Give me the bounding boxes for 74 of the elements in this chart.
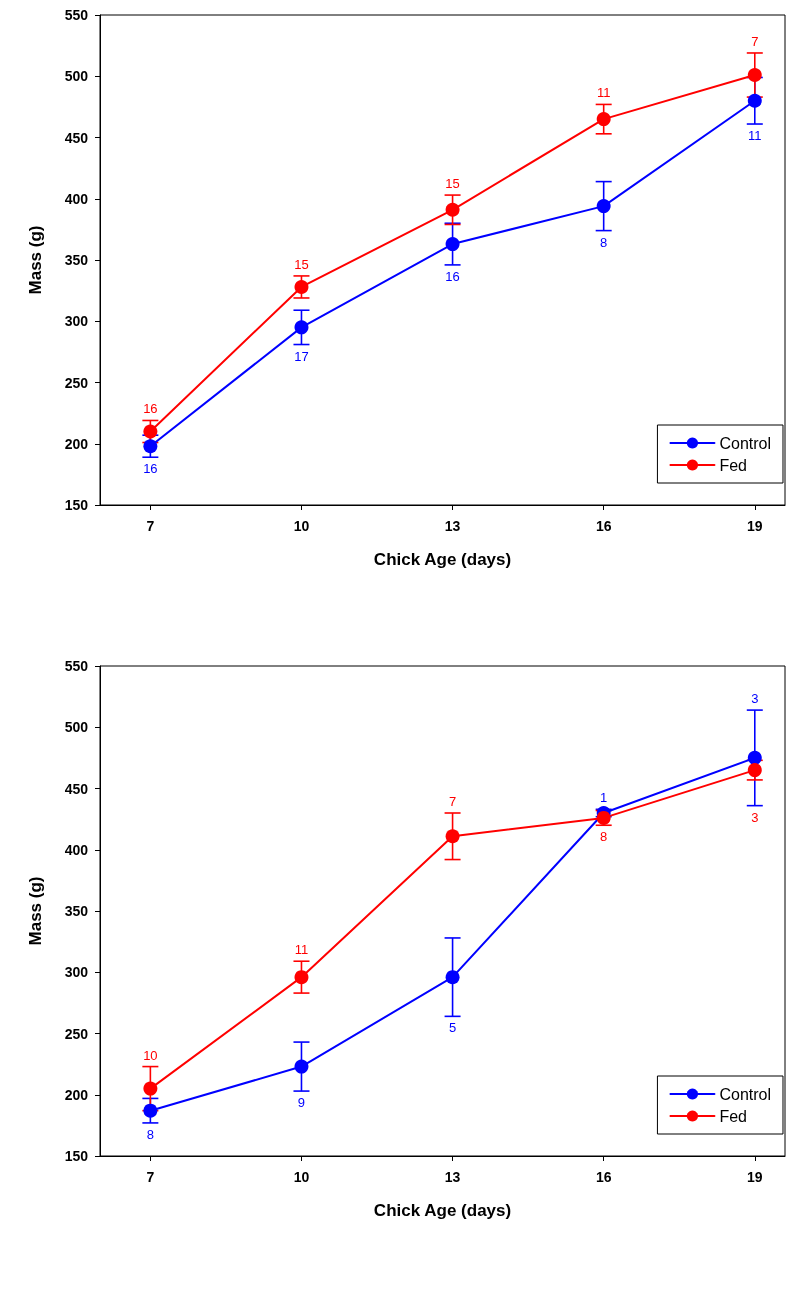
y-tick-label: 500 — [64, 68, 89, 85]
point — [747, 750, 762, 765]
y-tick-label: 450 — [64, 129, 89, 146]
point — [143, 424, 158, 439]
y-axis-title: Mass (g) — [26, 876, 45, 946]
annotation: 17 — [294, 348, 309, 364]
y-tick-label: 150 — [64, 497, 89, 513]
point — [747, 763, 762, 778]
point — [143, 439, 158, 454]
y-tick-label: 250 — [64, 374, 89, 391]
x-tick-label: 16 — [595, 518, 612, 534]
annotation: 16 — [445, 268, 460, 284]
point — [747, 93, 762, 108]
annotation: 8 — [600, 234, 608, 250]
point — [596, 112, 611, 127]
y-tick-label: 550 — [64, 7, 89, 23]
annotation: 15 — [445, 176, 460, 192]
point — [445, 237, 460, 252]
x-tick-label: 19 — [746, 518, 763, 534]
x-tick-label: 19 — [746, 1169, 763, 1185]
x-tick-label: 10 — [293, 518, 310, 534]
y-tick-label: 200 — [64, 1086, 89, 1103]
y-tick-label: 550 — [64, 658, 89, 674]
point — [445, 202, 460, 217]
point — [445, 970, 460, 985]
point — [143, 1103, 158, 1118]
y-tick-label: 300 — [64, 313, 89, 330]
y-tick-label: 400 — [64, 841, 89, 858]
annotation: 11 — [596, 85, 611, 101]
legend-label: Control — [719, 434, 771, 452]
y-tick-label: 250 — [64, 1025, 89, 1042]
point — [747, 68, 762, 83]
annotation: 5 — [448, 1020, 457, 1036]
annotation: 7 — [751, 33, 759, 49]
point — [294, 279, 309, 294]
x-tick-label: 13 — [444, 1169, 461, 1185]
y-tick-label: 200 — [64, 435, 89, 452]
annotation: 15 — [294, 256, 309, 272]
y-tick-label: 150 — [64, 1148, 89, 1164]
point — [294, 970, 309, 985]
annotation: 16 — [143, 401, 158, 417]
x-tick-label: 16 — [595, 1169, 612, 1185]
point — [294, 1059, 309, 1074]
legend-label: Control — [719, 1085, 771, 1103]
y-tick-label: 400 — [64, 190, 89, 207]
point — [445, 829, 460, 844]
x-tick-label: 13 — [444, 518, 461, 534]
annotation: 16 — [143, 461, 158, 477]
legend-label: Fed — [719, 1107, 747, 1125]
y-axis-title: Mass (g) — [26, 225, 45, 295]
y-tick-label: 450 — [64, 780, 89, 797]
x-tick-label: 10 — [293, 1169, 310, 1185]
point — [294, 320, 309, 335]
annotation: 11 — [294, 942, 309, 958]
legend-label: Fed — [719, 456, 747, 474]
x-axis-title: Chick Age (days) — [373, 1201, 512, 1220]
x-axis-title: Chick Age (days) — [373, 550, 512, 569]
annotation: 3 — [751, 691, 759, 707]
annotation: 1 — [600, 790, 608, 806]
y-tick-label: 300 — [64, 964, 89, 981]
point — [143, 1081, 158, 1096]
annotation: 8 — [146, 1126, 154, 1142]
x-tick-label: 7 — [146, 1169, 155, 1185]
y-tick-label: 350 — [64, 903, 89, 919]
annotation: 8 — [600, 829, 608, 845]
annotation: 10 — [143, 1047, 158, 1063]
y-tick-label: 350 — [64, 252, 89, 268]
y-tick-label: 500 — [64, 719, 89, 736]
annotation: 7 — [448, 794, 457, 809]
x-tick-label: 7 — [146, 518, 155, 534]
annotation: 9 — [297, 1095, 306, 1111]
point — [596, 199, 611, 214]
annotation: 3 — [751, 809, 759, 825]
annotation: 11 — [748, 128, 762, 144]
